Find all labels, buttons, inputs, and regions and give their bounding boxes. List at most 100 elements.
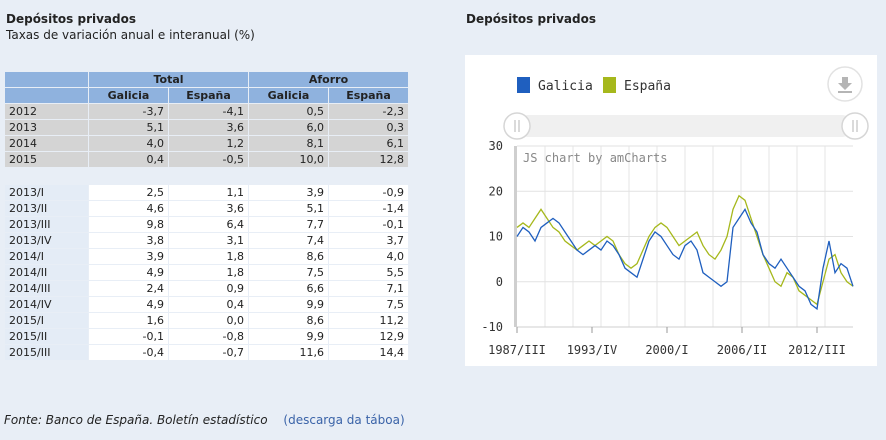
row-label: 2012 bbox=[5, 104, 88, 119]
row-label: 2015/I bbox=[5, 313, 88, 328]
row-label: 2014/IV bbox=[5, 297, 88, 312]
scrollbar-right-handle[interactable] bbox=[841, 112, 869, 140]
legend-label[interactable]: Galicia bbox=[538, 79, 593, 94]
table-cell: 8,1 bbox=[249, 136, 328, 151]
table-row: 2013/II 4,6 3,6 5,1 -1,4 bbox=[5, 201, 408, 216]
table-cell: 0,0 bbox=[169, 313, 248, 328]
table-row: 2013/III 9,8 6,4 7,7 -0,1 bbox=[5, 217, 408, 232]
table-cell: 9,9 bbox=[249, 297, 328, 312]
table-cell: 4,0 bbox=[329, 249, 408, 264]
table-cell: -1,4 bbox=[329, 201, 408, 216]
row-spacer bbox=[5, 168, 408, 184]
table-cell: 3,9 bbox=[89, 249, 168, 264]
table-row: 2015/II -0,1 -0,8 9,9 12,9 bbox=[5, 329, 408, 344]
table-cell: 7,1 bbox=[329, 281, 408, 296]
table-cell: 4,6 bbox=[89, 201, 168, 216]
row-label: 2014/III bbox=[5, 281, 88, 296]
scrollbar-left-handle[interactable] bbox=[503, 112, 531, 140]
table-cell: 3,8 bbox=[89, 233, 168, 248]
table-cell: 1,8 bbox=[169, 265, 248, 280]
table-cell: 7,5 bbox=[249, 265, 328, 280]
table-cell: -0,9 bbox=[329, 185, 408, 200]
y-tick-label: 20 bbox=[489, 184, 503, 198]
table-cell: -2,3 bbox=[329, 104, 408, 119]
table-cell: 3,1 bbox=[169, 233, 248, 248]
amcharts-watermark: JS chart by amCharts bbox=[523, 151, 668, 165]
table-cell: 0,3 bbox=[329, 120, 408, 135]
x-tick-label: 2000/I bbox=[645, 343, 688, 357]
table-row: 2013/IV 3,8 3,1 7,4 3,7 bbox=[5, 233, 408, 248]
table-cell: 9,9 bbox=[249, 329, 328, 344]
row-label: 2013 bbox=[5, 120, 88, 135]
table-row: 2014 4,0 1,2 8,1 6,1 bbox=[5, 136, 408, 151]
table-cell: -0,5 bbox=[169, 152, 248, 167]
table-cell: 0,4 bbox=[169, 297, 248, 312]
source-note: Fonte: Banco de España. Boletín estadíst… bbox=[4, 413, 405, 427]
table-row: 2015 0,4 -0,5 10,0 12,8 bbox=[5, 152, 408, 167]
table-row: 2015/I 1,6 0,0 8,6 11,2 bbox=[5, 313, 408, 328]
table-cell: 6,1 bbox=[329, 136, 408, 151]
table-cell: 7,5 bbox=[329, 297, 408, 312]
y-tick-label: 10 bbox=[489, 230, 503, 244]
table-cell: -4,1 bbox=[169, 104, 248, 119]
table-row: 2014/III 2,4 0,9 6,6 7,1 bbox=[5, 281, 408, 296]
table-cell: 0,9 bbox=[169, 281, 248, 296]
table-cell: 3,6 bbox=[169, 201, 248, 216]
source-text: Fonte: Banco de España. Boletín estadíst… bbox=[4, 413, 268, 427]
legend-label[interactable]: España bbox=[624, 79, 671, 94]
row-label: 2014 bbox=[5, 136, 88, 151]
table-cell: -0,7 bbox=[169, 345, 248, 360]
table-cell: 4,0 bbox=[89, 136, 168, 151]
row-label: 2013/IV bbox=[5, 233, 88, 248]
header-espana-aforro: España bbox=[329, 88, 408, 103]
table-row: 2014/II 4,9 1,8 7,5 5,5 bbox=[5, 265, 408, 280]
y-tick-label: 30 bbox=[489, 139, 503, 153]
table-cell: 10,0 bbox=[249, 152, 328, 167]
table-cell: 12,9 bbox=[329, 329, 408, 344]
header-aforro: Aforro bbox=[249, 72, 408, 87]
table-cell: 6,0 bbox=[249, 120, 328, 135]
row-label: 2014/I bbox=[5, 249, 88, 264]
table-cell: 7,7 bbox=[249, 217, 328, 232]
table-cell: 7,4 bbox=[249, 233, 328, 248]
download-table-link[interactable]: (descarga da táboa) bbox=[283, 413, 405, 427]
left-subtitle: Taxas de variación anual e interanual (%… bbox=[6, 28, 255, 42]
x-tick-label: 2006/II bbox=[717, 343, 768, 357]
table-cell: 12,8 bbox=[329, 152, 408, 167]
legend-swatch[interactable] bbox=[603, 77, 616, 93]
left-title: Depósitos privados bbox=[6, 12, 137, 26]
table-cell: -3,7 bbox=[89, 104, 168, 119]
row-label: 2013/II bbox=[5, 201, 88, 216]
table-cell: -0,4 bbox=[89, 345, 168, 360]
row-label: 2015/II bbox=[5, 329, 88, 344]
header-galicia-aforro: Galicia bbox=[249, 88, 328, 103]
legend-swatch[interactable] bbox=[517, 77, 530, 93]
table-row: 2015/III -0,4 -0,7 11,6 14,4 bbox=[5, 345, 408, 360]
chart-title: Depósitos privados bbox=[466, 12, 597, 26]
table-cell: 4,9 bbox=[89, 265, 168, 280]
table-cell: 14,4 bbox=[329, 345, 408, 360]
table-cell: 5,5 bbox=[329, 265, 408, 280]
header-total: Total bbox=[89, 72, 248, 87]
table-row: 2013/I 2,5 1,1 3,9 -0,9 bbox=[5, 185, 408, 200]
table-cell: 4,9 bbox=[89, 297, 168, 312]
line-chart: -10 0 10 20 30 1987/III 1993/IV 2000/I 2006/II 20… bbox=[481, 66, 869, 357]
y-tick-label: 0 bbox=[496, 275, 503, 289]
chart-scrollbar[interactable] bbox=[517, 115, 853, 137]
table-cell: 1,6 bbox=[89, 313, 168, 328]
table-cell: 0,5 bbox=[249, 104, 328, 119]
table-cell: 6,6 bbox=[249, 281, 328, 296]
deposits-table: Total Aforro Galicia España Galicia Espa… bbox=[4, 71, 409, 361]
table-cell: -0,8 bbox=[169, 329, 248, 344]
table-cell: 5,1 bbox=[89, 120, 168, 135]
table-cell: 8,6 bbox=[249, 249, 328, 264]
row-label: 2015/III bbox=[5, 345, 88, 360]
table-cell: -0,1 bbox=[329, 217, 408, 232]
spacer-cell bbox=[5, 168, 408, 184]
download-icon bbox=[838, 77, 852, 90]
header-blank bbox=[5, 88, 88, 103]
table-cell: -0,1 bbox=[89, 329, 168, 344]
row-label: 2015 bbox=[5, 152, 88, 167]
table-cell: 3,7 bbox=[329, 233, 408, 248]
x-tick-label: 2012/III bbox=[788, 343, 846, 357]
